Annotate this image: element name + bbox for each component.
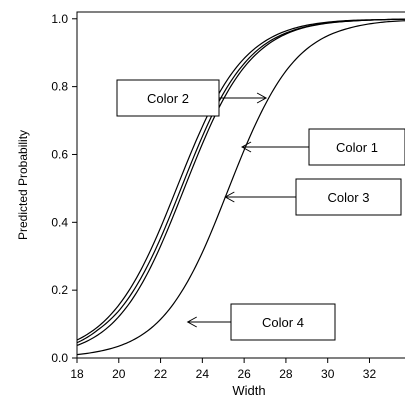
y-tick-label: 1.0 <box>51 12 68 26</box>
callout-color-2: Color 2 <box>116 79 268 117</box>
x-tick-label: 20 <box>112 367 126 381</box>
x-tick-label: 26 <box>237 367 251 381</box>
x-axis-label: Width <box>232 383 265 398</box>
callout-arrowhead <box>241 141 252 153</box>
x-tick-label: 24 <box>196 367 210 381</box>
y-axis-label: Predicted Probability <box>16 130 30 240</box>
curves-layer <box>77 18 405 356</box>
x-tick-label: 30 <box>321 367 335 381</box>
x-tick-label: 18 <box>70 367 84 381</box>
y-tick-label: 0.2 <box>51 283 68 297</box>
series-line-color-3 <box>77 18 405 347</box>
y-tick-label: 0.6 <box>51 147 68 161</box>
callout-arrowhead <box>256 92 268 104</box>
callout-color-4: Color 4 <box>186 303 336 341</box>
plot-frame <box>76 11 405 359</box>
callout-arrowhead <box>186 316 197 328</box>
callout-box <box>308 128 405 166</box>
callout-label: Color 4 <box>262 315 304 330</box>
y-axis-ticks: 0.0 0.2 0.4 0.6 0.8 1.0 <box>51 12 77 365</box>
series-line-color-2 <box>77 18 405 341</box>
x-tick-label: 22 <box>154 367 168 381</box>
callout-arrowhead <box>224 191 235 203</box>
callout-label: Color 2 <box>147 91 189 106</box>
y-tick-label: 0.0 <box>51 351 68 365</box>
x-tick-label: 32 <box>363 367 377 381</box>
callout-color-1: Color 1 <box>241 128 405 166</box>
callout-box <box>295 178 402 216</box>
callout-box <box>116 79 220 117</box>
x-axis-ticks: 182022242628303234 <box>70 358 405 381</box>
y-tick-label: 0.8 <box>51 80 68 94</box>
callout-label: Color 3 <box>328 190 370 205</box>
series-line-color-4 <box>77 20 405 356</box>
y-tick-label: 0.4 <box>51 215 68 229</box>
x-tick-label: 28 <box>279 367 293 381</box>
callout-color-3: Color 3 <box>224 178 402 216</box>
callout-label: Color 1 <box>336 140 378 155</box>
callouts-layer: Color 2 Color 1 Color 3 Color 4 <box>116 79 405 341</box>
